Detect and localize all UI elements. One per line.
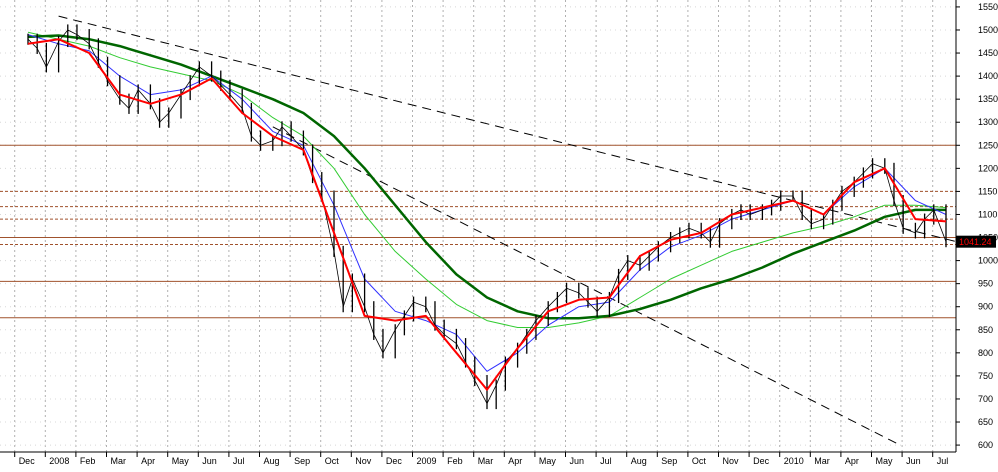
y-tick-label: 1250 xyxy=(978,140,998,150)
x-tick-label: Dec xyxy=(753,456,770,466)
x-tick-label: 2010 xyxy=(784,456,804,466)
y-tick-label: 600 xyxy=(978,440,993,450)
last-price-label: 1041.24 xyxy=(959,237,992,247)
ma-dark-green-line xyxy=(27,34,946,320)
x-tick-label: Oct xyxy=(325,456,340,466)
y-tick-label: 700 xyxy=(978,394,993,404)
x-tick-label: Mar xyxy=(111,456,127,466)
y-tick-label: 850 xyxy=(978,325,993,335)
x-tick-label: Apr xyxy=(508,456,522,466)
y-tick-label: 650 xyxy=(978,417,993,427)
x-tick-label: Jul xyxy=(233,456,245,466)
x-tick-label: Feb xyxy=(447,456,463,466)
y-tick-label: 1000 xyxy=(978,256,998,266)
y-tick-label: 950 xyxy=(978,279,993,289)
y-tick-label: 900 xyxy=(978,302,993,312)
x-tick-label: May xyxy=(876,456,894,466)
x-tick-label: Oct xyxy=(692,456,707,466)
x-tick-label: Aug xyxy=(264,456,280,466)
price-line xyxy=(27,29,947,405)
trendline xyxy=(58,15,977,248)
y-tick-label: 1150 xyxy=(978,186,997,196)
x-tick-label: Aug xyxy=(631,456,647,466)
x-tick-label: Jul xyxy=(937,456,949,466)
y-tick-label: 1400 xyxy=(978,71,998,81)
y-tick-label: 1500 xyxy=(978,25,998,35)
ma-red-line xyxy=(27,38,947,391)
x-tick-label: May xyxy=(539,456,557,466)
y-tick-label: 1450 xyxy=(978,48,998,58)
ma-light-green-line xyxy=(27,31,947,328)
x-tick-label: Apr xyxy=(141,456,155,466)
y-tick-label: 1350 xyxy=(978,94,998,104)
x-tick-label: 2008 xyxy=(49,456,69,466)
x-tick-label: Jun xyxy=(202,456,217,466)
last-price-tag xyxy=(956,235,996,248)
y-tick-label: 1300 xyxy=(978,117,998,127)
y-tick-label: 800 xyxy=(978,348,993,358)
x-tick-label: Jul xyxy=(600,456,612,466)
x-tick-label: Jun xyxy=(570,456,585,466)
y-tick-label: 750 xyxy=(978,371,993,381)
x-tick-label: Nov xyxy=(723,456,740,466)
x-tick-label: May xyxy=(172,456,190,466)
x-tick-label: Jun xyxy=(906,456,921,466)
y-tick-label: 1550 xyxy=(978,2,998,12)
x-tick-label: Feb xyxy=(80,456,96,466)
x-tick-label: 2009 xyxy=(417,456,437,466)
y-axis-panel xyxy=(956,0,998,467)
x-tick-label: Mar xyxy=(814,456,830,466)
x-tick-label: Sep xyxy=(661,456,677,466)
x-tick-label: Mar xyxy=(478,456,494,466)
y-tick-label: 1100 xyxy=(978,209,997,219)
x-tick-label: Sep xyxy=(294,456,310,466)
x-tick-label: Apr xyxy=(845,456,859,466)
x-tick-label: Dec xyxy=(19,456,36,466)
x-tick-label: Dec xyxy=(386,456,403,466)
y-tick-label: 1200 xyxy=(978,163,998,173)
trendline xyxy=(272,126,901,446)
x-tick-label: Nov xyxy=(355,456,372,466)
